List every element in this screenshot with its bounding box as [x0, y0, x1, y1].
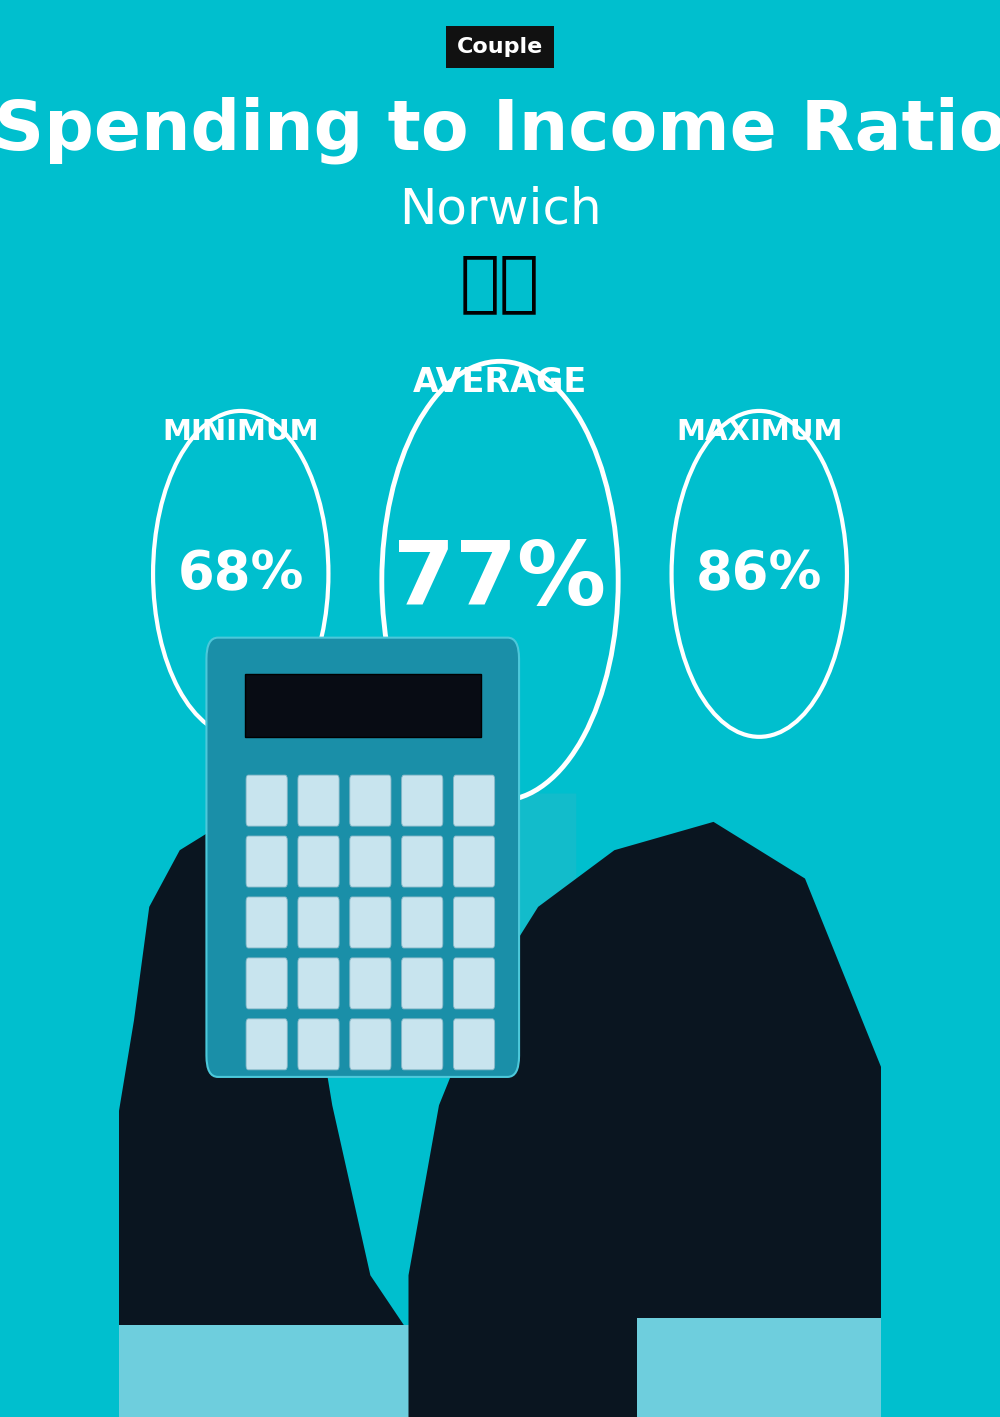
FancyBboxPatch shape — [246, 958, 287, 1009]
Text: $: $ — [720, 1182, 738, 1204]
FancyBboxPatch shape — [668, 1212, 721, 1237]
FancyBboxPatch shape — [350, 958, 391, 1009]
FancyBboxPatch shape — [668, 1229, 721, 1254]
Polygon shape — [462, 794, 630, 1091]
FancyBboxPatch shape — [453, 897, 495, 948]
FancyBboxPatch shape — [298, 836, 339, 887]
FancyBboxPatch shape — [453, 1019, 495, 1070]
Circle shape — [772, 1030, 800, 1081]
FancyBboxPatch shape — [402, 775, 443, 826]
FancyBboxPatch shape — [453, 836, 495, 887]
FancyBboxPatch shape — [523, 1006, 691, 1254]
FancyBboxPatch shape — [298, 1019, 339, 1070]
Text: AVERAGE: AVERAGE — [413, 366, 587, 400]
Text: $: $ — [773, 1148, 799, 1182]
FancyBboxPatch shape — [402, 1019, 443, 1070]
Text: MAXIMUM: MAXIMUM — [676, 418, 842, 446]
FancyBboxPatch shape — [668, 1195, 721, 1220]
Text: 68%: 68% — [178, 548, 304, 599]
Text: Spending to Income Ratio: Spending to Income Ratio — [0, 96, 1000, 164]
FancyBboxPatch shape — [350, 897, 391, 948]
FancyBboxPatch shape — [350, 1019, 391, 1070]
FancyBboxPatch shape — [402, 897, 443, 948]
FancyBboxPatch shape — [246, 775, 287, 826]
FancyBboxPatch shape — [402, 836, 443, 887]
Polygon shape — [637, 1318, 896, 1417]
FancyBboxPatch shape — [206, 638, 519, 1077]
FancyBboxPatch shape — [298, 775, 339, 826]
FancyBboxPatch shape — [350, 775, 391, 826]
FancyBboxPatch shape — [245, 674, 481, 737]
Polygon shape — [492, 871, 721, 1006]
Circle shape — [733, 1056, 839, 1254]
Text: Couple: Couple — [457, 37, 543, 57]
Text: 77%: 77% — [393, 537, 607, 625]
Polygon shape — [104, 1325, 409, 1417]
FancyBboxPatch shape — [550, 900, 571, 985]
FancyBboxPatch shape — [298, 958, 339, 1009]
FancyBboxPatch shape — [402, 958, 443, 1009]
FancyBboxPatch shape — [298, 897, 339, 948]
FancyBboxPatch shape — [246, 1019, 287, 1070]
Polygon shape — [104, 822, 409, 1417]
FancyBboxPatch shape — [453, 775, 495, 826]
Circle shape — [718, 1085, 739, 1125]
FancyBboxPatch shape — [668, 1178, 721, 1203]
Text: MINIMUM: MINIMUM — [162, 418, 319, 446]
Polygon shape — [660, 850, 782, 1077]
Text: 🇬🇧: 🇬🇧 — [460, 251, 540, 316]
FancyBboxPatch shape — [453, 958, 495, 1009]
Polygon shape — [409, 822, 896, 1417]
Text: Norwich: Norwich — [399, 186, 601, 234]
FancyBboxPatch shape — [246, 836, 287, 887]
Text: 86%: 86% — [696, 548, 822, 599]
Circle shape — [687, 1105, 771, 1261]
FancyBboxPatch shape — [572, 1127, 614, 1254]
FancyBboxPatch shape — [350, 836, 391, 887]
FancyBboxPatch shape — [246, 897, 287, 948]
